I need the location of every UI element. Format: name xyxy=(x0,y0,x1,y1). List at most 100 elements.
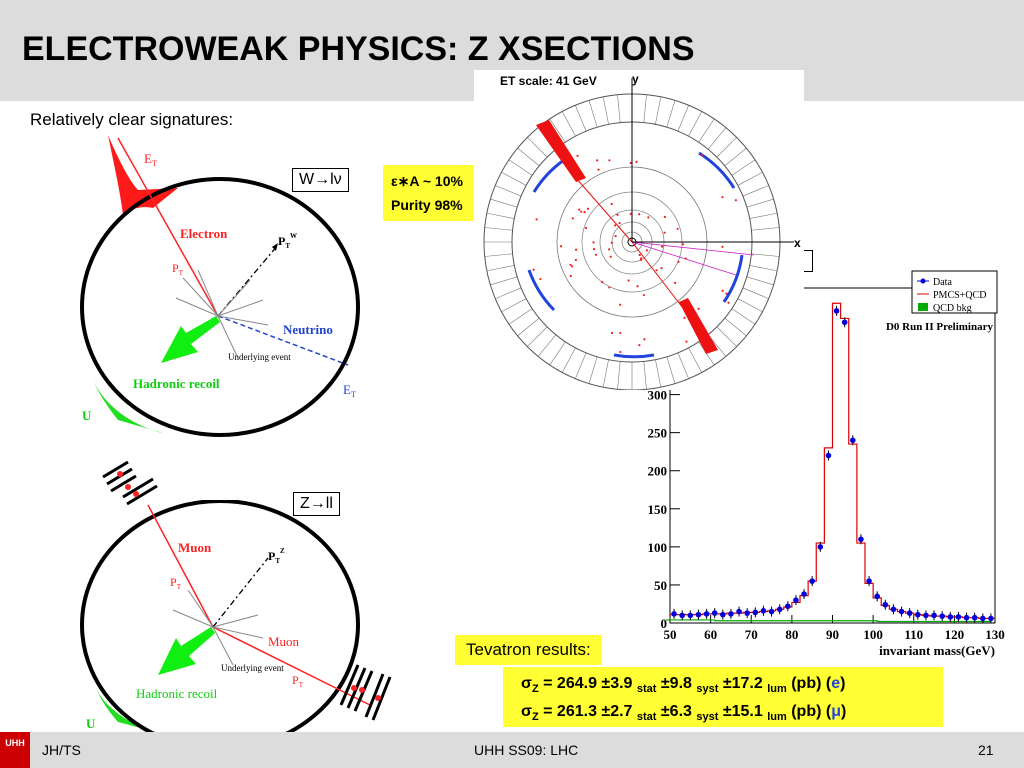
electron-cluster-bottom xyxy=(679,298,718,354)
muon-label-right: Muon xyxy=(268,634,300,649)
x-tick-label: 50 xyxy=(664,627,677,642)
u-shape xyxy=(92,378,163,433)
data-point xyxy=(955,614,962,620)
efficiency-box: ε∗A ~ 10% Purity 98% xyxy=(383,165,497,221)
data-point xyxy=(825,452,832,459)
hadronic-recoil-label-z: Hadronic recoil xyxy=(136,686,218,701)
data-point xyxy=(988,615,994,622)
x-tick-label: 100 xyxy=(863,627,883,642)
data-point xyxy=(671,611,677,617)
x-tick-label: 90 xyxy=(826,627,839,642)
result-muon: σZ = 261.3 ±2.7 stat ±6.3 syst ±15.1 lum… xyxy=(521,703,847,724)
legend-marker xyxy=(920,278,926,284)
data-point xyxy=(801,591,807,597)
y-tick-label: 100 xyxy=(648,540,668,555)
data-point xyxy=(947,614,954,620)
y-tick-label: 200 xyxy=(648,464,668,479)
underlying-event-label: Underlying event xyxy=(228,352,291,362)
x-axis-label: x xyxy=(794,236,801,250)
data-point xyxy=(744,610,750,616)
data-point xyxy=(874,593,880,600)
data-point xyxy=(695,611,702,618)
x-tick-label: 120 xyxy=(945,627,965,642)
y-tick-label: 50 xyxy=(654,578,667,593)
x-tick-label: 70 xyxy=(745,627,758,642)
data-point xyxy=(931,612,937,619)
event-display: ET scale: 41 GeV y x xyxy=(474,70,804,390)
data-point xyxy=(939,613,945,619)
y-tick-label: 150 xyxy=(648,502,668,517)
data-point xyxy=(768,608,775,615)
data-point xyxy=(898,608,905,615)
u-label: U xyxy=(82,408,92,423)
footer-course: UHH SS09: LHC xyxy=(474,742,579,758)
legend-label: Data xyxy=(933,277,952,288)
legend-marker xyxy=(918,303,928,311)
electron-track xyxy=(117,137,219,317)
svg-text:PTW: PTW xyxy=(278,232,297,250)
hadronic-arrow xyxy=(161,316,220,363)
data-point xyxy=(915,611,921,618)
data-point xyxy=(711,610,718,616)
ptz-vector xyxy=(212,557,269,628)
data-point xyxy=(728,611,734,617)
svg-text:PT: PT xyxy=(292,673,304,689)
u-shape-z xyxy=(96,688,163,734)
u-label-z: U xyxy=(86,716,96,731)
detector-circle xyxy=(80,177,360,437)
data-point xyxy=(850,437,856,444)
result-electron: σZ = 264.9 ±3.9 stat ±9.8 syst ±17.2 lum… xyxy=(521,675,846,696)
neutrino-label: Neutrino xyxy=(283,322,333,337)
y-tick-label: 300 xyxy=(648,388,668,403)
muon-chamber-icon-right xyxy=(339,664,392,721)
slide-subtitle: Relatively clear signatures: xyxy=(30,110,234,129)
data-point xyxy=(703,611,710,617)
w-event-diagram: ET Electron PTW PT Neutrino Underlying e… xyxy=(80,135,360,437)
svg-text:PT: PT xyxy=(172,261,184,277)
neutrino-track xyxy=(217,315,349,366)
frame-edge xyxy=(804,250,813,272)
purity-line: Purity 98% xyxy=(391,197,463,213)
data-point xyxy=(776,606,783,613)
results-box: σZ = 264.9 ±3.9 stat ±9.8 syst ±17.2 lum… xyxy=(503,667,943,727)
electron-cluster-top xyxy=(536,120,586,182)
x-axis-title: invariant mass(GeV) xyxy=(879,643,995,658)
footer-author: JH/TS xyxy=(42,742,81,758)
data-point xyxy=(923,612,929,619)
pmcs-qcd-histogram xyxy=(670,302,995,620)
x-tick-label: 110 xyxy=(904,627,923,642)
x-tick-label: 130 xyxy=(985,627,1005,642)
svg-text:ET: ET xyxy=(144,151,157,168)
svg-text:PT: PT xyxy=(170,575,182,591)
data-point xyxy=(980,615,986,622)
hadronic-arrow-z xyxy=(158,627,215,675)
data-point xyxy=(882,601,889,608)
data-point xyxy=(963,614,970,621)
uhh-logo: UHH xyxy=(0,732,30,768)
slide-title: ELECTROWEAK PHYSICS: Z XSECTIONS xyxy=(22,30,695,68)
efficiency-line: ε∗A ~ 10% xyxy=(391,173,463,189)
data-point xyxy=(817,544,824,550)
data-point xyxy=(679,612,685,619)
data-point xyxy=(833,308,840,314)
electron-label: Electron xyxy=(180,226,228,241)
tevatron-label: Tevatron results: xyxy=(455,635,602,665)
data-point xyxy=(736,608,742,615)
data-point xyxy=(906,610,913,616)
data-point xyxy=(890,606,897,613)
svg-text:ET: ET xyxy=(343,382,356,399)
data-point xyxy=(841,319,848,326)
z-decay-label: Z→ll xyxy=(293,492,340,516)
muon-track-top xyxy=(147,504,214,628)
event-display-title: ET scale: 41 GeV xyxy=(500,74,597,88)
data-point xyxy=(720,611,726,618)
data-point xyxy=(752,609,759,616)
data-point xyxy=(809,578,815,584)
y-tick-label: 250 xyxy=(648,426,668,441)
y-tick-label: 0 xyxy=(661,616,668,631)
data-point xyxy=(858,536,864,543)
data-point xyxy=(760,608,767,614)
svg-text:PTZ: PTZ xyxy=(268,547,285,565)
x-tick-label: 60 xyxy=(704,627,717,642)
page-number: 21 xyxy=(978,742,994,758)
